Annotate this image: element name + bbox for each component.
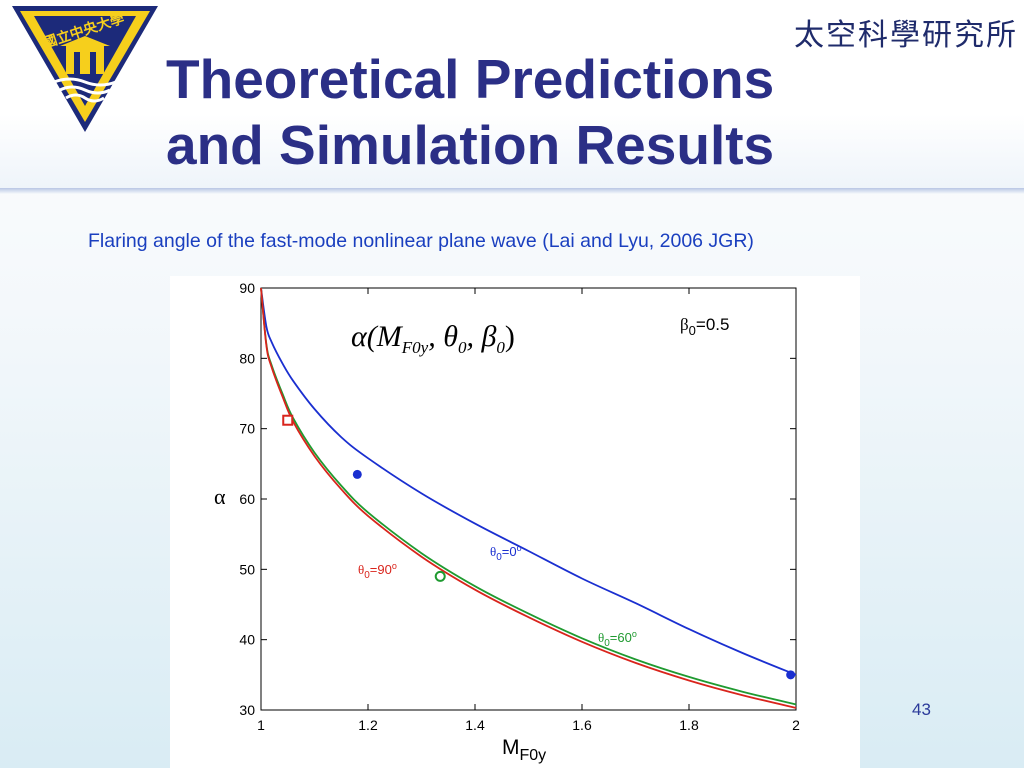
marker-theta0-60	[436, 572, 445, 581]
y-tick-label: 60	[239, 491, 255, 507]
x-axis-label: MF0y	[502, 736, 546, 764]
x-tick-label: 2	[792, 717, 800, 733]
title-divider	[0, 188, 1024, 194]
figure-panel: 1 1.2 1.4 1.6 1.8 2 30 40 50 60 70 80 90 α(MF0y, θ0,…	[170, 276, 860, 768]
plot-frame	[261, 288, 796, 710]
x-tick-label: 1.6	[572, 717, 592, 733]
y-tick-label: 50	[239, 561, 255, 577]
seal-building	[66, 44, 104, 74]
marker-theta0-0	[786, 670, 795, 679]
title-line-2: and Simulation Results	[166, 112, 926, 178]
x-tick-label: 1	[257, 717, 265, 733]
marker-theta0-90	[283, 416, 292, 425]
y-axis-label: α	[214, 484, 226, 509]
marker-theta0-0	[353, 470, 362, 479]
x-tick-label: 1.2	[358, 717, 378, 733]
y-tick-label: 40	[239, 632, 255, 648]
formula-label: α(MF0y, θ0, β0)	[351, 320, 515, 357]
y-tick-label: 90	[239, 280, 255, 296]
slide-title: Theoretical Predictions and Simulation R…	[166, 46, 926, 178]
x-tick-label: 1.8	[679, 717, 699, 733]
university-seal-logo: 國立中央大學	[10, 2, 160, 134]
y-tick-label: 30	[239, 702, 255, 718]
page-number: 43	[912, 700, 931, 720]
y-tick-label: 70	[239, 421, 255, 437]
x-tick-label: 1.4	[465, 717, 485, 733]
flaring-angle-chart: 1 1.2 1.4 1.6 1.8 2 30 40 50 60 70 80 90 α(MF0y, θ0,…	[170, 276, 860, 768]
figure-caption: Flaring angle of the fast-mode nonlinear…	[88, 230, 754, 253]
y-tick-label: 80	[239, 350, 255, 366]
title-line-1: Theoretical Predictions	[166, 46, 926, 112]
